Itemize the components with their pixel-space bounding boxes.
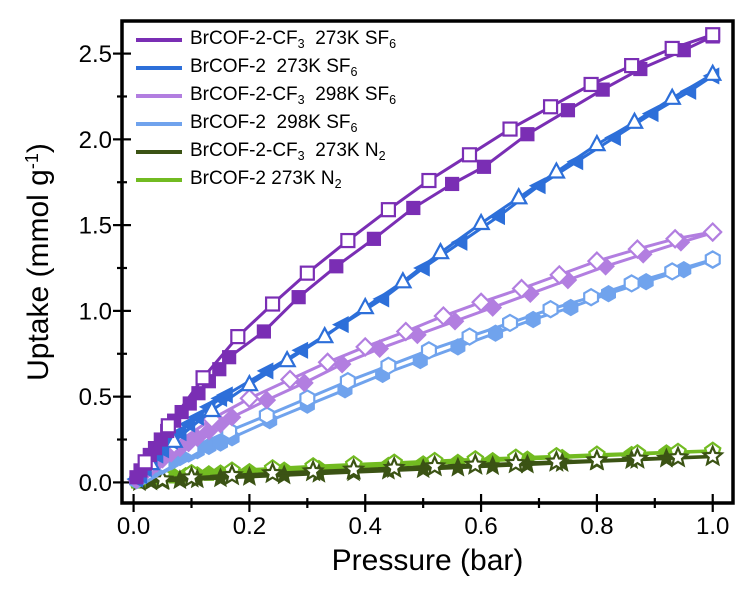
legend-line-swatch [136, 66, 182, 70]
x-tick-label: 0.0 [117, 513, 150, 540]
legend-item-1: BrCOF-2-CF3 273K SF6 [136, 26, 396, 54]
y-tick-label: 2.5 [79, 41, 112, 68]
legend-item-2: BrCOF-2 273K SF6 [136, 54, 396, 82]
x-tick-label: 0.6 [464, 513, 497, 540]
y-axis-title-close: ) [22, 143, 55, 154]
x-axis-title: Pressure (bar) [331, 544, 524, 577]
legend: BrCOF-2-CF3 273K SF6 BrCOF-2 273K SF6 BrCO… [136, 26, 396, 194]
tick-labels: 0.0 0.2 0.4 0.6 0.8 1.0 0.0 0.5 1.0 1.5 2.0 2.5 [79, 41, 730, 540]
legend-item-6: BrCOF-2 273K N2 [136, 166, 396, 194]
x-tick-label: 0.8 [580, 513, 613, 540]
series-brcof-2-cf3-273k-n2 [128, 443, 725, 492]
x-tick-label: 0.4 [349, 513, 382, 540]
legend-line-swatch [136, 178, 182, 182]
series-brcof-2-cf3-273k-sf6 [129, 27, 721, 485]
legend-item-3: BrCOF-2-CF3 298K SF6 [136, 82, 396, 110]
legend-label: BrCOF-2 273K SF6 [190, 56, 358, 80]
axis-ticks [113, 52, 714, 512]
legend-label: BrCOF-2 273K N2 [190, 168, 342, 192]
legend-label: BrCOF-2-CF3 273K N2 [190, 140, 386, 164]
legend-label: BrCOF-2-CF3 298K SF6 [190, 84, 397, 108]
legend-label: BrCOF-2-CF3 273K SF6 [190, 28, 397, 52]
legend-item-4: BrCOF-2 298K SF6 [136, 110, 396, 138]
legend-line-swatch [136, 122, 182, 126]
y-tick-label: 0.0 [79, 470, 112, 497]
x-tick-label: 1.0 [696, 513, 729, 540]
y-axis-title-superscript: -1 [22, 153, 42, 170]
series-brcof-2-273k-sf6 [126, 63, 723, 488]
legend-line-swatch [136, 150, 182, 154]
legend-line-swatch [136, 94, 182, 98]
y-axis-title: Uptake (mmol g-1) [13, 52, 55, 472]
y-tick-label: 1.5 [79, 213, 112, 240]
legend-label: BrCOF-2 298K SF6 [190, 112, 358, 136]
y-tick-label: 1.0 [79, 298, 112, 325]
y-tick-label: 2.0 [79, 127, 112, 154]
y-tick-label: 0.5 [79, 384, 112, 411]
y-axis-title-text: Uptake (mmol g [22, 169, 55, 381]
legend-line-swatch [136, 38, 182, 42]
x-tick-label: 0.2 [233, 513, 266, 540]
legend-item-5: BrCOF-2-CF3 273K N2 [136, 138, 396, 166]
